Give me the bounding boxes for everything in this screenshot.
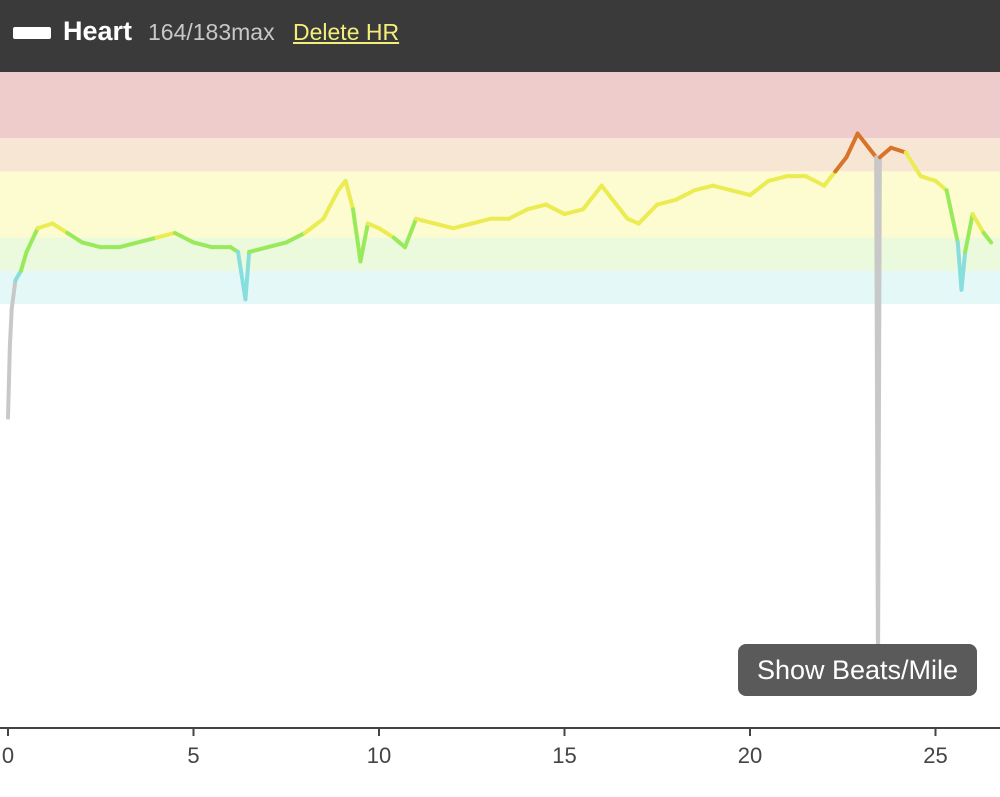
x-tick-label: 20 xyxy=(738,743,762,768)
heart-rate-segment xyxy=(822,169,838,188)
heart-rate-segment xyxy=(391,235,407,250)
heart-rate-segment xyxy=(525,202,548,212)
heart-rate-segment xyxy=(451,221,474,231)
heart-rate-segment xyxy=(365,221,381,231)
heart-rate-segment xyxy=(866,145,879,160)
heart-rate-chart: 0 5 10 15 20 25 xyxy=(0,72,1000,768)
heart-rate-segment xyxy=(933,178,949,193)
heart-rate-line xyxy=(6,131,994,681)
max-heart-rate-info: 164/183max xyxy=(148,19,275,45)
heart-rate-segment xyxy=(321,188,341,221)
zone5-band xyxy=(0,72,1000,139)
heart-rate-segment xyxy=(135,235,159,245)
heart-rate-segment xyxy=(766,174,790,183)
heart-rate-segment xyxy=(875,155,882,681)
heart-rate-segment xyxy=(469,216,493,226)
heart-rate-segment xyxy=(844,131,860,160)
heart-rate-segment xyxy=(543,202,567,217)
heart-rate-segment xyxy=(729,188,752,198)
heart-rate-segment xyxy=(6,344,12,420)
heart-rate-segment xyxy=(351,207,363,264)
zone2-band xyxy=(0,237,1000,271)
x-tick-label: 10 xyxy=(367,743,391,768)
heart-rate-segment xyxy=(432,221,456,231)
heart-rate-segment xyxy=(172,230,196,245)
heart-rate-segment xyxy=(50,221,70,235)
heart-rate-segment xyxy=(655,197,678,207)
x-tick-label: 25 xyxy=(923,743,947,768)
heart-rate-segment xyxy=(963,212,975,254)
heart-rate-segment xyxy=(247,245,270,254)
heart-rate-segment xyxy=(414,216,437,226)
zone1-band xyxy=(0,270,1000,304)
heart-rate-segment xyxy=(803,174,827,188)
x-tick-label: 15 xyxy=(552,743,576,768)
heart-rate-segment xyxy=(855,131,871,150)
heart-rate-segment xyxy=(7,306,14,349)
series-color-swatch xyxy=(13,27,51,39)
heart-rate-segment xyxy=(35,221,55,231)
zone4-band xyxy=(0,138,1000,172)
heart-rate-segment xyxy=(959,249,968,292)
heart-rate-segment xyxy=(343,178,356,212)
heart-rate-segment xyxy=(944,188,960,245)
heart-rate-segment xyxy=(80,240,103,250)
heart-rate-segment xyxy=(673,188,697,202)
heart-rate-segment xyxy=(918,174,938,183)
zone3-band xyxy=(0,171,1000,238)
heart-rate-segment xyxy=(302,216,326,235)
x-tick-label: 0 xyxy=(2,743,14,768)
x-tick-label: 5 xyxy=(187,743,199,768)
heart-rate-segment xyxy=(581,183,604,212)
x-axis: 0 5 10 15 20 25 xyxy=(0,727,1000,768)
heart-rate-segment xyxy=(402,216,419,250)
heart-rate-segment xyxy=(981,230,994,245)
heart-rate-zones xyxy=(0,72,1000,304)
heart-rate-segment xyxy=(358,221,370,264)
heart-rate-segment xyxy=(877,145,893,160)
heart-rate-segment xyxy=(562,207,586,217)
heart-rate-segment xyxy=(748,178,771,198)
show-beats-per-mile-button[interactable]: Show Beats/Mile xyxy=(738,644,977,696)
heart-rate-segment xyxy=(625,216,641,226)
delete-hr-link[interactable]: Delete HR xyxy=(293,19,400,45)
heart-rate-segment xyxy=(506,207,530,221)
heart-rate-segment xyxy=(243,249,252,302)
heart-rate-segment xyxy=(710,183,734,193)
heart-rate-segment xyxy=(636,202,660,226)
heart-rate-segment xyxy=(284,230,307,245)
heart-rate-segment xyxy=(610,197,630,221)
heart-rate-segment xyxy=(833,155,849,174)
heart-rate-segment xyxy=(154,230,177,240)
heart-rate-segment xyxy=(377,226,396,240)
heart-rate-segment xyxy=(117,240,140,250)
heart-rate-segment xyxy=(888,145,908,155)
heart-rate-segment xyxy=(24,226,40,254)
heart-rate-segment xyxy=(65,230,85,245)
chart-header: Heart 164/183max Delete HR xyxy=(0,0,1000,72)
heart-rate-segment xyxy=(18,249,29,273)
heart-rate-segment xyxy=(265,240,289,250)
chart-title: Heart xyxy=(63,16,133,46)
heart-rate-segment xyxy=(970,212,986,235)
heart-rate-segment xyxy=(903,150,923,179)
heart-rate-segment xyxy=(191,240,215,250)
heart-rate-segment xyxy=(692,183,715,193)
heart-rate-segment xyxy=(599,183,615,202)
heart-rate-segment xyxy=(9,278,18,311)
